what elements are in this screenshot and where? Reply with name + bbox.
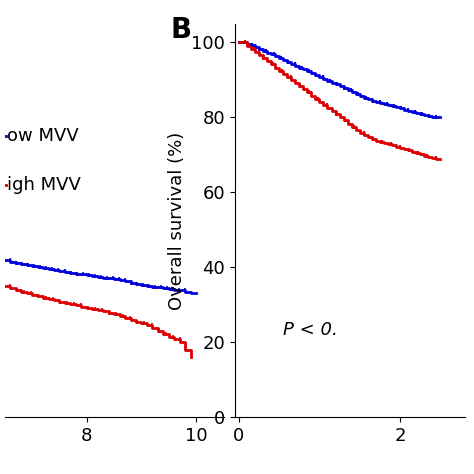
Y-axis label: Overall survival (%): Overall survival (%)	[168, 131, 186, 310]
Text: igh MVV: igh MVV	[8, 176, 82, 194]
Text: P < 0.: P < 0.	[283, 321, 338, 339]
Text: B: B	[171, 16, 191, 44]
Text: ow MVV: ow MVV	[8, 127, 79, 145]
